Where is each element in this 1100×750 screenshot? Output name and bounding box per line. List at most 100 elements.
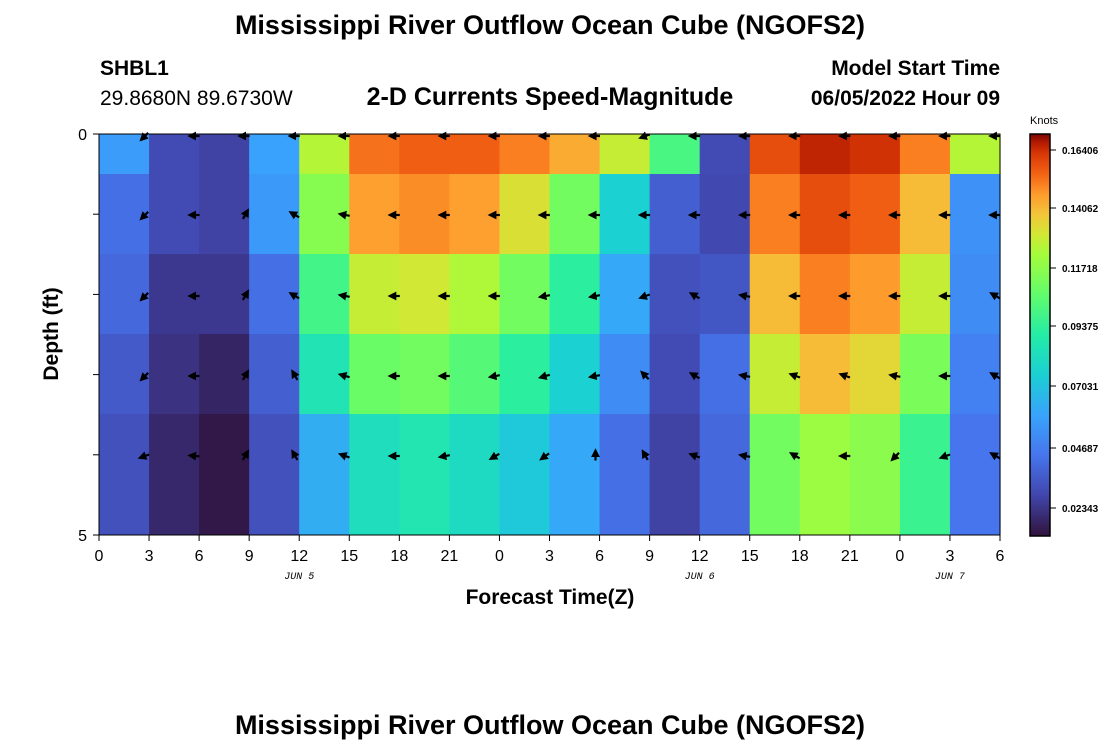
- heatmap-cell: [299, 134, 350, 174]
- x-tick-label: 6: [996, 548, 1005, 565]
- heatmap-cell: [649, 414, 701, 535]
- second-chart-title: Mississippi River Outflow Ocean Cube (NG…: [234, 710, 866, 740]
- current-vector: [240, 449, 250, 461]
- heatmap-cell: [299, 414, 350, 535]
- current-vector: [291, 449, 300, 461]
- colorbar-label: 0.16406: [1062, 146, 1099, 157]
- colorbar-label: 0.09375: [1062, 322, 1099, 333]
- heatmap-cell: [499, 334, 551, 414]
- colorbar-label: 0.14062: [1062, 204, 1099, 215]
- current-vector: [537, 371, 551, 380]
- heatmap-cell: [99, 254, 150, 334]
- current-vector: [291, 369, 300, 381]
- heatmap-cell: [149, 134, 200, 174]
- current-vector: [337, 210, 350, 220]
- colorbar-label: 0.04687: [1062, 444, 1099, 455]
- heatmap-cell: [799, 254, 851, 334]
- current-vector: [688, 452, 701, 461]
- x-tick-label: 6: [595, 548, 604, 565]
- x-tick-label: 18: [791, 548, 809, 565]
- current-vector: [888, 371, 901, 381]
- heatmap-cell: [399, 134, 450, 174]
- current-vector: [890, 452, 900, 462]
- current-vector: [641, 449, 650, 461]
- x-tick-label: 9: [245, 548, 254, 565]
- current-vector: [240, 369, 250, 381]
- heatmap-cell: [699, 334, 751, 414]
- heatmap-cell: [749, 134, 801, 174]
- heatmap-cell: [149, 254, 200, 334]
- station-id: SHBL1: [100, 57, 169, 80]
- colorbar-unit: Knots: [1030, 115, 1059, 127]
- heatmap-cell: [699, 254, 751, 334]
- colorbar-label: 0.07031: [1062, 382, 1099, 393]
- y-tick-label: 0: [78, 127, 87, 144]
- current-vector: [688, 372, 701, 381]
- heatmap-cell: [599, 414, 651, 535]
- x-tick-label: 0: [495, 548, 504, 565]
- heatmap-cell: [249, 134, 300, 174]
- heatmap-cell: [849, 134, 901, 174]
- current-vector: [139, 211, 149, 221]
- x-tick-label: 3: [945, 548, 954, 565]
- current-vector: [788, 452, 801, 461]
- heatmap-cell: [549, 414, 601, 535]
- heatmap-cell: [849, 414, 901, 535]
- heatmap-cell: [449, 134, 501, 174]
- x-tick-label: 12: [290, 548, 308, 565]
- heatmap-cell: [99, 334, 150, 414]
- heatmap-cell: [849, 334, 901, 414]
- current-vector: [539, 451, 550, 461]
- current-vector: [838, 372, 851, 381]
- model-start-value: 06/05/2022 Hour 09: [810, 87, 1000, 110]
- heatmap-cell: [99, 414, 150, 535]
- current-vector: [737, 371, 751, 381]
- chart-title: Mississippi River Outflow Ocean Cube (NG…: [234, 10, 866, 40]
- heatmap-cell: [599, 134, 651, 174]
- current-vector: [737, 451, 751, 461]
- current-vector: [638, 291, 651, 300]
- heatmap-cell: [849, 254, 901, 334]
- x-tick-label: 15: [340, 548, 358, 565]
- heatmap-cell: [949, 414, 1001, 535]
- current-vector: [989, 372, 1001, 381]
- current-vector: [989, 292, 1001, 301]
- heatmap-cell: [649, 134, 701, 174]
- current-vector: [437, 451, 450, 461]
- heatmap-cell: [499, 254, 551, 334]
- heatmap-cell: [249, 414, 300, 535]
- heatmap-cell: [349, 254, 400, 334]
- current-vector: [337, 291, 350, 301]
- x-tick-label: 3: [545, 548, 554, 565]
- current-vector: [788, 372, 801, 381]
- y-tick-label: 5: [78, 528, 87, 545]
- current-vector: [587, 291, 601, 301]
- heatmap-cell: [199, 174, 250, 254]
- x-tick-label: 3: [145, 548, 154, 565]
- heatmap-cell: [799, 134, 851, 174]
- model-start-label: Model Start Time: [831, 57, 1000, 80]
- current-vector: [638, 131, 651, 140]
- current-vector: [240, 289, 250, 301]
- colorbar: [1029, 133, 1051, 537]
- x-tick-label: 0: [95, 548, 104, 565]
- current-vector: [337, 452, 350, 461]
- heatmap-cell: [349, 414, 400, 535]
- heatmap-cell: [199, 414, 250, 535]
- heatmap-cell: [99, 134, 150, 174]
- current-vector: [737, 291, 751, 301]
- heatmap-cell: [299, 334, 350, 414]
- heatmap-cell: [149, 414, 200, 535]
- heatmap-cell: [549, 134, 601, 174]
- heatmap-cell: [449, 414, 501, 535]
- x-axis-label: Forecast Time(Z): [466, 586, 635, 609]
- current-vector: [139, 292, 149, 302]
- current-vector: [537, 291, 551, 301]
- current-vector: [688, 292, 701, 301]
- current-vector: [640, 370, 650, 380]
- heatmap-cell: [449, 254, 501, 334]
- heatmap-cell: [899, 414, 951, 535]
- current-vector: [288, 292, 300, 301]
- heatmap-cell: [549, 334, 601, 414]
